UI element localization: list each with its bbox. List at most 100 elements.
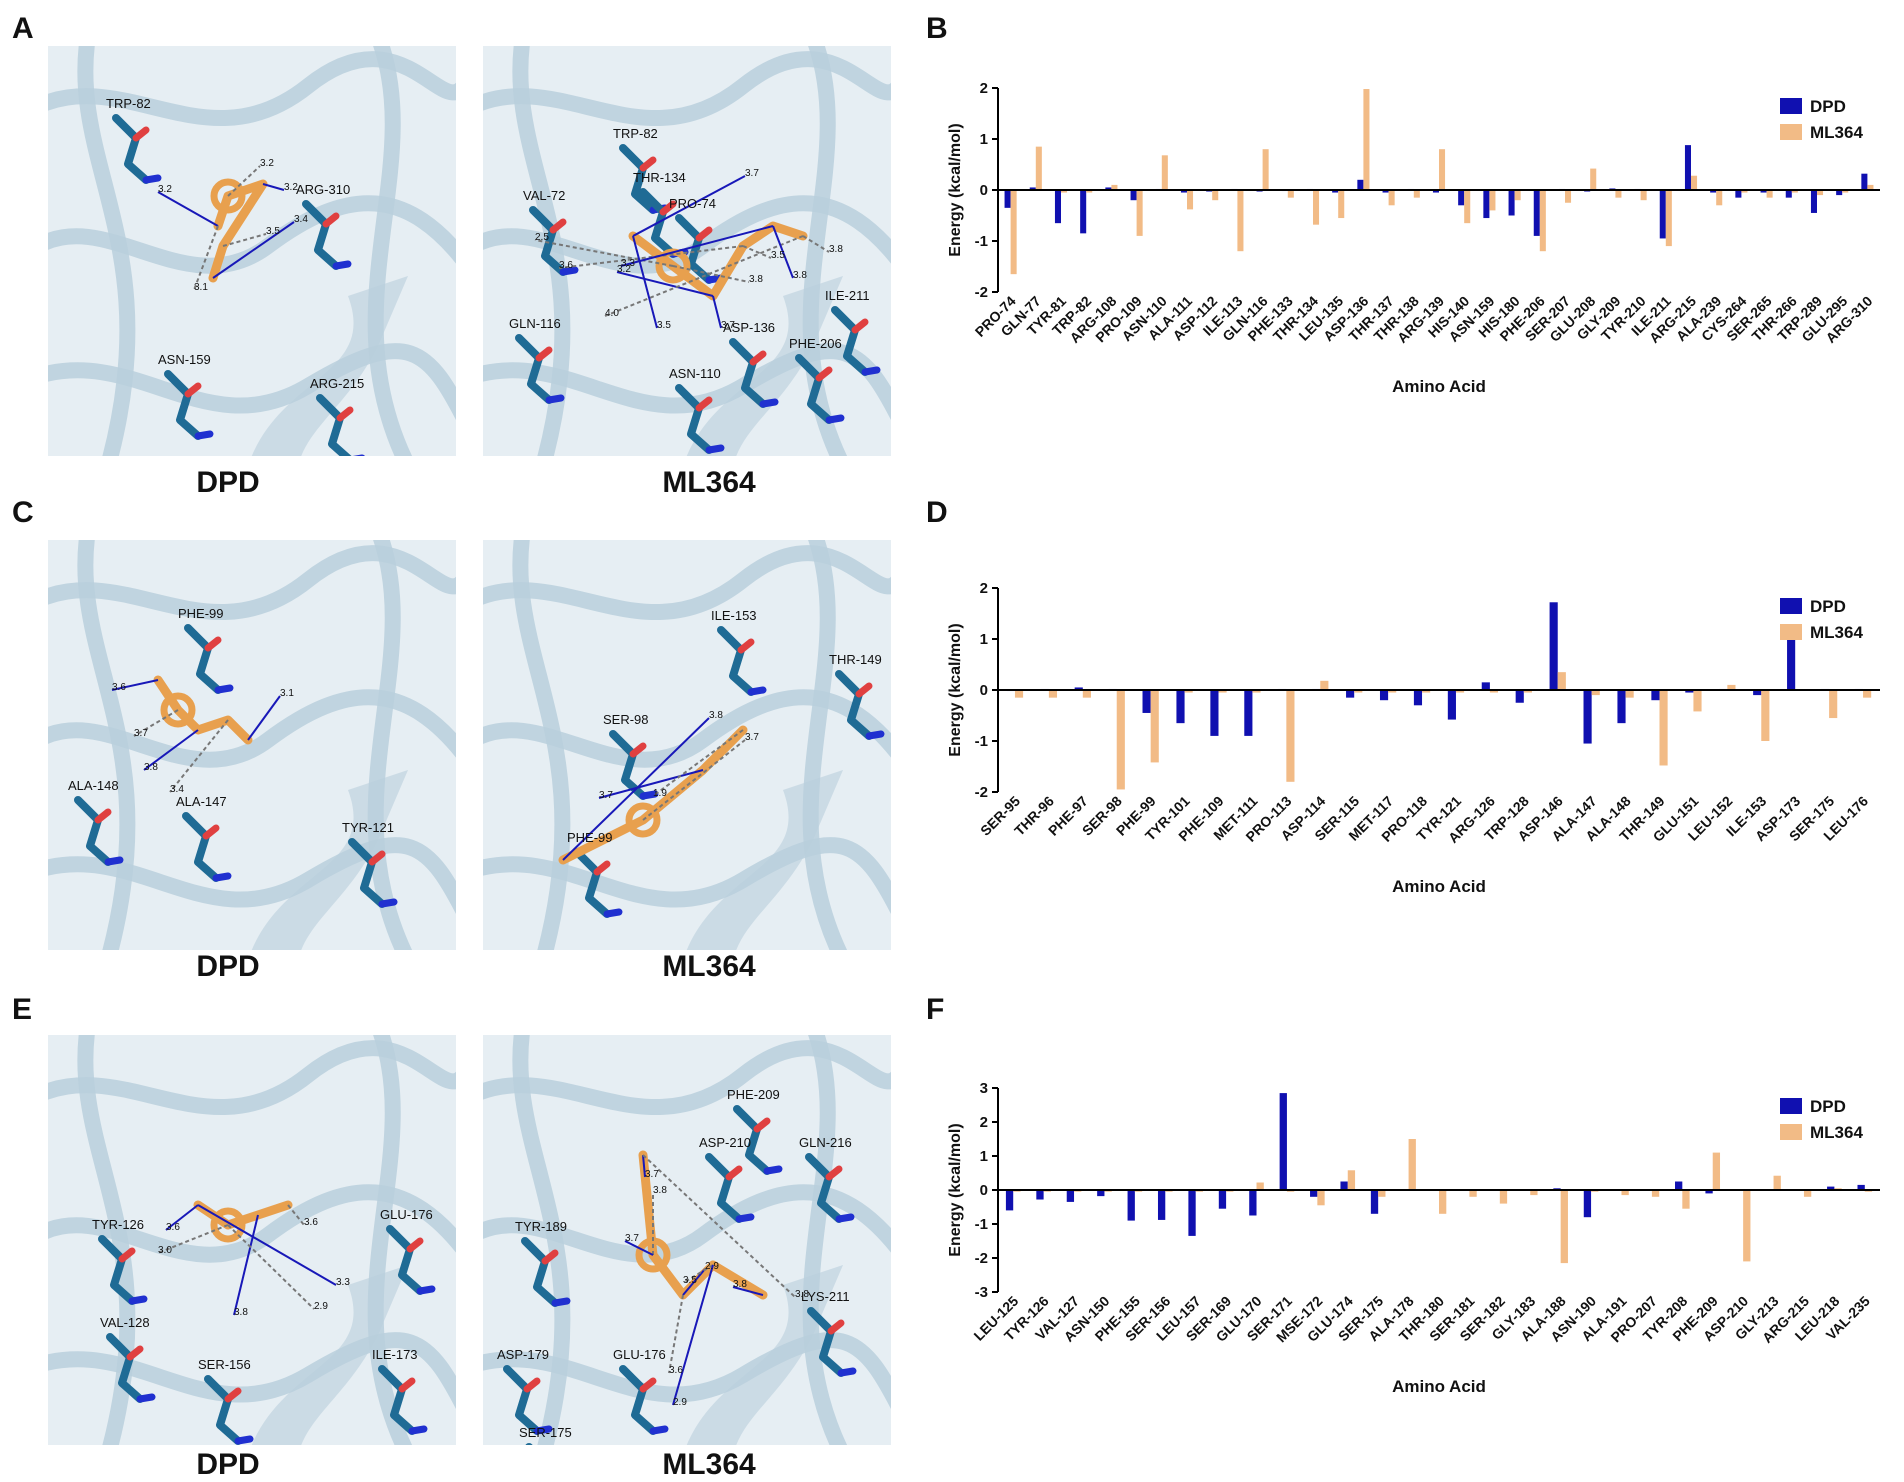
structure-caption: ML364 xyxy=(662,1448,756,1481)
structure-caption: DPD xyxy=(196,950,260,983)
distance-label: 3.6 xyxy=(559,260,573,271)
bar-ml364 xyxy=(1842,190,1849,193)
distance-label: 3.4 xyxy=(294,214,308,225)
cartoon-ribbon xyxy=(367,540,413,950)
ligand-ring xyxy=(625,802,661,838)
bar-dpd xyxy=(1659,190,1666,239)
bar-dpd xyxy=(1370,1190,1379,1214)
interaction-line xyxy=(222,233,267,247)
bar-ml364 xyxy=(1539,190,1546,252)
bar-dpd xyxy=(1218,1190,1227,1209)
bar-dpd xyxy=(1210,690,1219,736)
bar-dpd xyxy=(1340,1181,1348,1190)
cartoon-sheet xyxy=(251,1265,408,1445)
interaction-line xyxy=(632,175,746,237)
distance-label: 3.8 xyxy=(144,762,158,773)
interaction-line xyxy=(668,1294,684,1374)
residue-sticks xyxy=(807,1307,857,1377)
legend-label: DPD xyxy=(1810,97,1846,116)
distance-label: 3.7 xyxy=(721,320,735,331)
bar-dpd xyxy=(1549,602,1558,690)
legend-label: DPD xyxy=(1810,597,1846,616)
bar-dpd xyxy=(1483,190,1490,219)
residue-label: ALA-148 xyxy=(68,778,119,793)
bar-ml364 xyxy=(1237,190,1244,252)
y-axis-label: Energy (kcal/mol) xyxy=(947,1123,964,1256)
ligand-ring xyxy=(210,1207,246,1243)
bar-ml364 xyxy=(1262,149,1269,190)
residue-sticks xyxy=(182,812,232,882)
distance-label: 3.7 xyxy=(645,1169,659,1180)
distance-label: 3.8 xyxy=(793,270,807,281)
cartoon-ribbon xyxy=(48,689,456,768)
interaction-line xyxy=(165,1204,199,1231)
bar-dpd xyxy=(1481,682,1490,690)
distance-label: 3.8 xyxy=(749,274,763,285)
bar-ml364 xyxy=(1773,1175,1781,1190)
structure-image: TRP-82 ARG-310 ASN-159 ARG-215 3.2 3.2 3.2 3.5 3… xyxy=(48,46,456,456)
cartoon-ribbon xyxy=(483,1040,891,1116)
interaction-line xyxy=(212,221,295,279)
bar-ml364 xyxy=(1286,690,1295,782)
residue-sticks xyxy=(521,1237,571,1307)
bar-ml364 xyxy=(1086,190,1093,193)
bar-dpd xyxy=(1080,190,1087,234)
panel-label-d: D xyxy=(926,496,948,529)
interaction-line xyxy=(247,695,281,741)
residue-label: ILE-211 xyxy=(825,288,870,303)
bar-dpd xyxy=(1760,190,1767,193)
y-tick-label: -2 xyxy=(975,784,988,801)
distance-label: 2.9 xyxy=(314,1301,328,1312)
bar-dpd xyxy=(1651,690,1660,701)
bar-dpd xyxy=(1685,690,1694,693)
residue-sticks xyxy=(729,338,779,408)
bar-dpd xyxy=(1583,1190,1592,1218)
residue-sticks xyxy=(515,334,565,404)
bar-dpd xyxy=(1332,190,1339,193)
panel-label-a: A xyxy=(12,12,34,45)
bar-ml364 xyxy=(1557,672,1566,690)
legend-swatch-ml364 xyxy=(1780,1124,1802,1140)
bar-ml364 xyxy=(1693,690,1702,712)
bar-dpd xyxy=(1244,690,1253,736)
residue-label: ASP-179 xyxy=(497,1347,549,1362)
interaction-line xyxy=(227,165,261,197)
bar-ml364 xyxy=(1035,146,1042,190)
bar-ml364 xyxy=(1615,190,1622,198)
distance-label: 3.2 xyxy=(260,158,274,169)
bar-ml364 xyxy=(1218,690,1227,693)
interaction-line xyxy=(682,1268,706,1296)
residue-label: PHE-209 xyxy=(727,1087,780,1102)
bar-dpd xyxy=(1675,1181,1683,1190)
bar-dpd xyxy=(1787,631,1796,690)
residue-sticks xyxy=(386,1225,436,1295)
cartoon-sheet xyxy=(686,276,843,456)
residue-label: ILE-173 xyxy=(372,1347,418,1362)
bar-ml364 xyxy=(1863,690,1872,698)
bar-ml364 xyxy=(1560,1190,1568,1264)
bar-ml364 xyxy=(1187,190,1194,210)
residue-sticks xyxy=(74,796,124,866)
bar-ml364 xyxy=(1590,168,1597,190)
distance-label: 3.6 xyxy=(304,1217,318,1228)
interaction-line xyxy=(682,1264,714,1284)
bar-dpd xyxy=(1029,187,1036,190)
residue-sticks xyxy=(112,114,162,184)
cartoon-ribbon xyxy=(483,1184,891,1263)
y-tick-label: 1 xyxy=(980,1148,988,1165)
y-axis-label: Energy (kcal/mol) xyxy=(947,623,964,756)
cartoon-ribbon xyxy=(48,1040,456,1116)
interaction-line xyxy=(652,729,744,797)
distance-label: 2.9 xyxy=(705,1261,719,1272)
structure-caption: DPD xyxy=(196,466,260,499)
distance-label: 2.9 xyxy=(673,1397,687,1408)
legend-swatch-ml364 xyxy=(1780,124,1802,140)
residue-label: GLU-176 xyxy=(613,1347,666,1362)
bar-dpd xyxy=(1861,173,1868,190)
bar-ml364 xyxy=(1256,1182,1264,1190)
cartoon-ribbon xyxy=(367,1035,413,1445)
bar-ml364 xyxy=(1338,190,1345,219)
bar-ml364 xyxy=(1803,1190,1812,1197)
bar-dpd xyxy=(1533,190,1540,236)
